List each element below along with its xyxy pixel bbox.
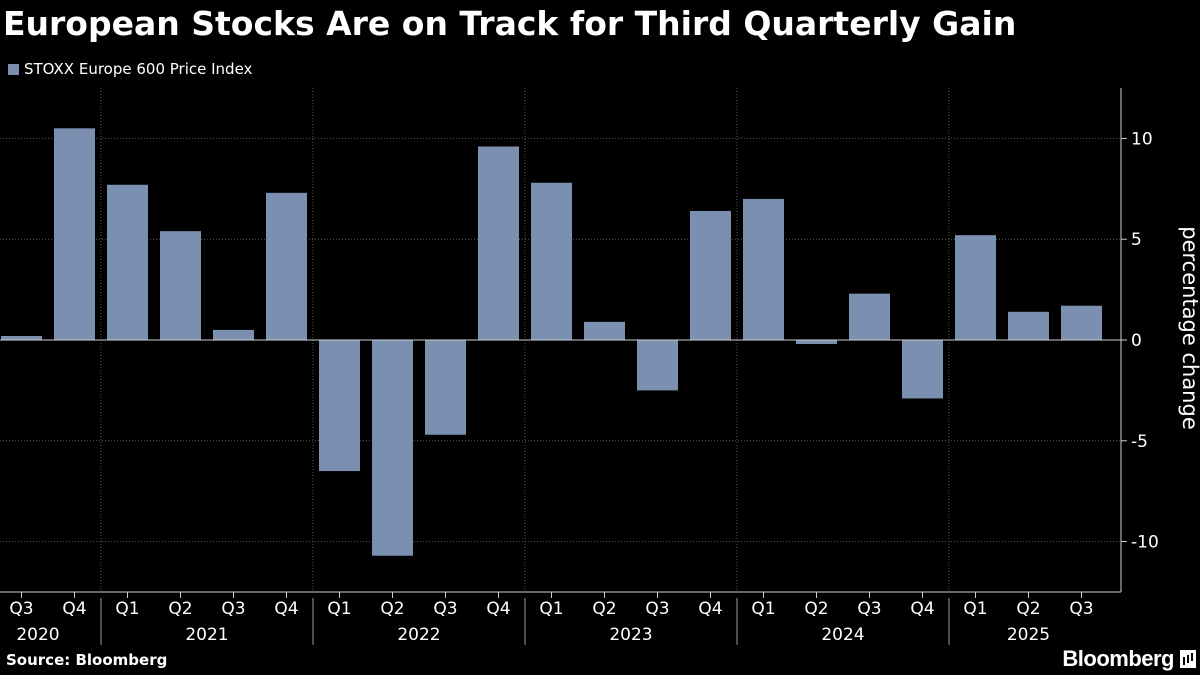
chart-title: European Stocks Are on Track for Third Q… — [3, 4, 1017, 43]
x-tick-label: Q3 — [9, 599, 33, 619]
x-tick-label: Q3 — [433, 599, 457, 619]
bar — [637, 340, 678, 391]
x-tick-label: Q2 — [380, 599, 404, 619]
bar — [902, 340, 943, 399]
x-tick-label: Q3 — [221, 599, 245, 619]
year-label: 2025 — [1007, 625, 1050, 645]
x-tick-label: Q4 — [62, 599, 86, 619]
x-tick-label: Q4 — [274, 599, 298, 619]
year-label: 2022 — [397, 625, 440, 645]
bar — [478, 146, 519, 340]
x-tick-label: Q1 — [115, 599, 139, 619]
bar — [796, 340, 837, 345]
bar — [425, 340, 466, 435]
year-label: 2020 — [16, 625, 59, 645]
bar — [1008, 311, 1049, 340]
bar — [160, 231, 201, 340]
bar — [1, 335, 42, 340]
x-tick-label: Q3 — [645, 599, 669, 619]
bar — [319, 340, 360, 472]
bar — [690, 210, 731, 340]
year-label: 2021 — [185, 625, 228, 645]
x-tick-label: Q1 — [539, 599, 563, 619]
y-tick-label: 5 — [1131, 230, 1142, 250]
x-tick-label: Q4 — [486, 599, 510, 619]
x-tick-label: Q3 — [1069, 599, 1093, 619]
x-tick-label: Q2 — [592, 599, 616, 619]
legend-swatch — [8, 63, 19, 75]
y-tick-label: -5 — [1131, 432, 1148, 452]
y-axis-title: percentage change — [1178, 226, 1200, 430]
bar — [531, 182, 572, 340]
bloomberg-chart-mark-icon — [1180, 650, 1196, 668]
bar — [849, 293, 890, 340]
x-tick-label: Q3 — [857, 599, 881, 619]
bar — [743, 198, 784, 340]
y-tick-label: 10 — [1131, 129, 1153, 149]
bloomberg-wordmark: Bloomberg — [1062, 646, 1174, 671]
x-tick-label: Q1 — [751, 599, 775, 619]
y-tick-label: -10 — [1131, 533, 1159, 553]
bar — [955, 235, 996, 340]
bloomberg-logo: Bloomberg — [1062, 646, 1196, 672]
year-label: 2023 — [609, 625, 652, 645]
y-tick-label: 0 — [1131, 331, 1142, 351]
x-tick-label: Q1 — [327, 599, 351, 619]
x-tick-label: Q2 — [804, 599, 828, 619]
year-label: 2024 — [821, 625, 864, 645]
legend-label: STOXX Europe 600 Price Index — [24, 60, 253, 78]
x-tick-label: Q1 — [963, 599, 987, 619]
bar — [372, 340, 413, 556]
bar — [213, 329, 254, 340]
bar — [1061, 305, 1102, 340]
x-tick-label: Q4 — [910, 599, 934, 619]
x-tick-label: Q2 — [168, 599, 192, 619]
bar — [107, 184, 148, 340]
bar — [266, 192, 307, 340]
bar — [54, 128, 95, 340]
source-note: Source: Bloomberg — [6, 651, 168, 669]
bar — [584, 321, 625, 340]
x-tick-label: Q4 — [698, 599, 722, 619]
x-tick-label: Q2 — [1016, 599, 1040, 619]
legend: STOXX Europe 600 Price Index — [8, 60, 252, 78]
